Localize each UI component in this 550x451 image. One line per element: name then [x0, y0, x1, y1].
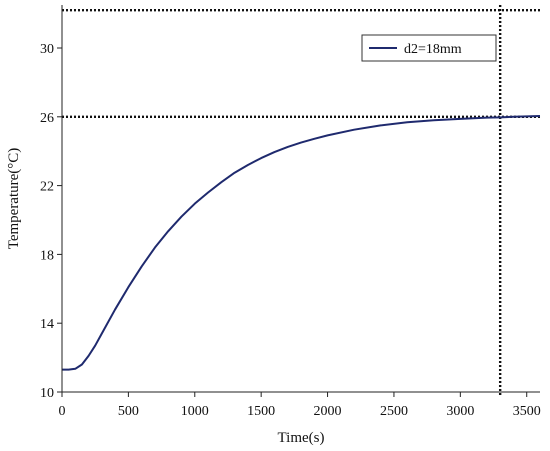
y-axis-title: Temperature(°C) [6, 148, 22, 250]
series-line [62, 114, 541, 371]
x-tick-label: 1500 [247, 404, 275, 419]
x-tick-label: 500 [118, 404, 139, 419]
x-axis-title: Time(s) [278, 430, 325, 446]
y-tick-label: 26 [40, 111, 54, 126]
x-tick-label: 3500 [513, 404, 541, 419]
legend: d2=18mm [361, 34, 497, 62]
x-tick-label: 2500 [380, 404, 408, 419]
series-layer [62, 114, 541, 371]
y-tick-label: 30 [40, 42, 54, 57]
y-tick-label: 22 [40, 180, 54, 195]
legend-box [361, 34, 497, 62]
x-tick-label: 0 [59, 404, 66, 419]
x-tick-label: 1000 [181, 404, 209, 419]
x-tick-label: 2000 [314, 404, 342, 419]
y-tick-label: 18 [40, 248, 54, 263]
axes [57, 5, 540, 397]
x-tick-label: 3000 [446, 404, 474, 419]
tick-labels: 0 500 1000 1500 2000 2500 3000 3500 10 14 18 22 26 30 [40, 42, 541, 419]
reference-lines [62, 5, 540, 396]
y-tick-label: 10 [40, 386, 54, 401]
legend-label: d2=18mm [404, 42, 462, 57]
y-tick-label: 14 [40, 317, 54, 332]
